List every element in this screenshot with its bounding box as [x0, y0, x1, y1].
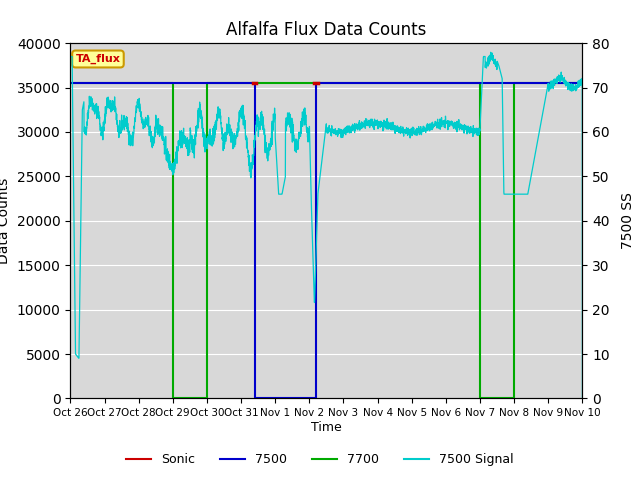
Legend: Sonic, 7500, 7700, 7500 Signal: Sonic, 7500, 7700, 7500 Signal	[121, 448, 519, 471]
Text: TA_flux: TA_flux	[76, 54, 120, 64]
Y-axis label: Data Counts: Data Counts	[0, 178, 12, 264]
Y-axis label: 7500 SS: 7500 SS	[621, 192, 635, 249]
X-axis label: Time: Time	[311, 421, 342, 434]
Title: Alfalfa Flux Data Counts: Alfalfa Flux Data Counts	[226, 21, 427, 39]
